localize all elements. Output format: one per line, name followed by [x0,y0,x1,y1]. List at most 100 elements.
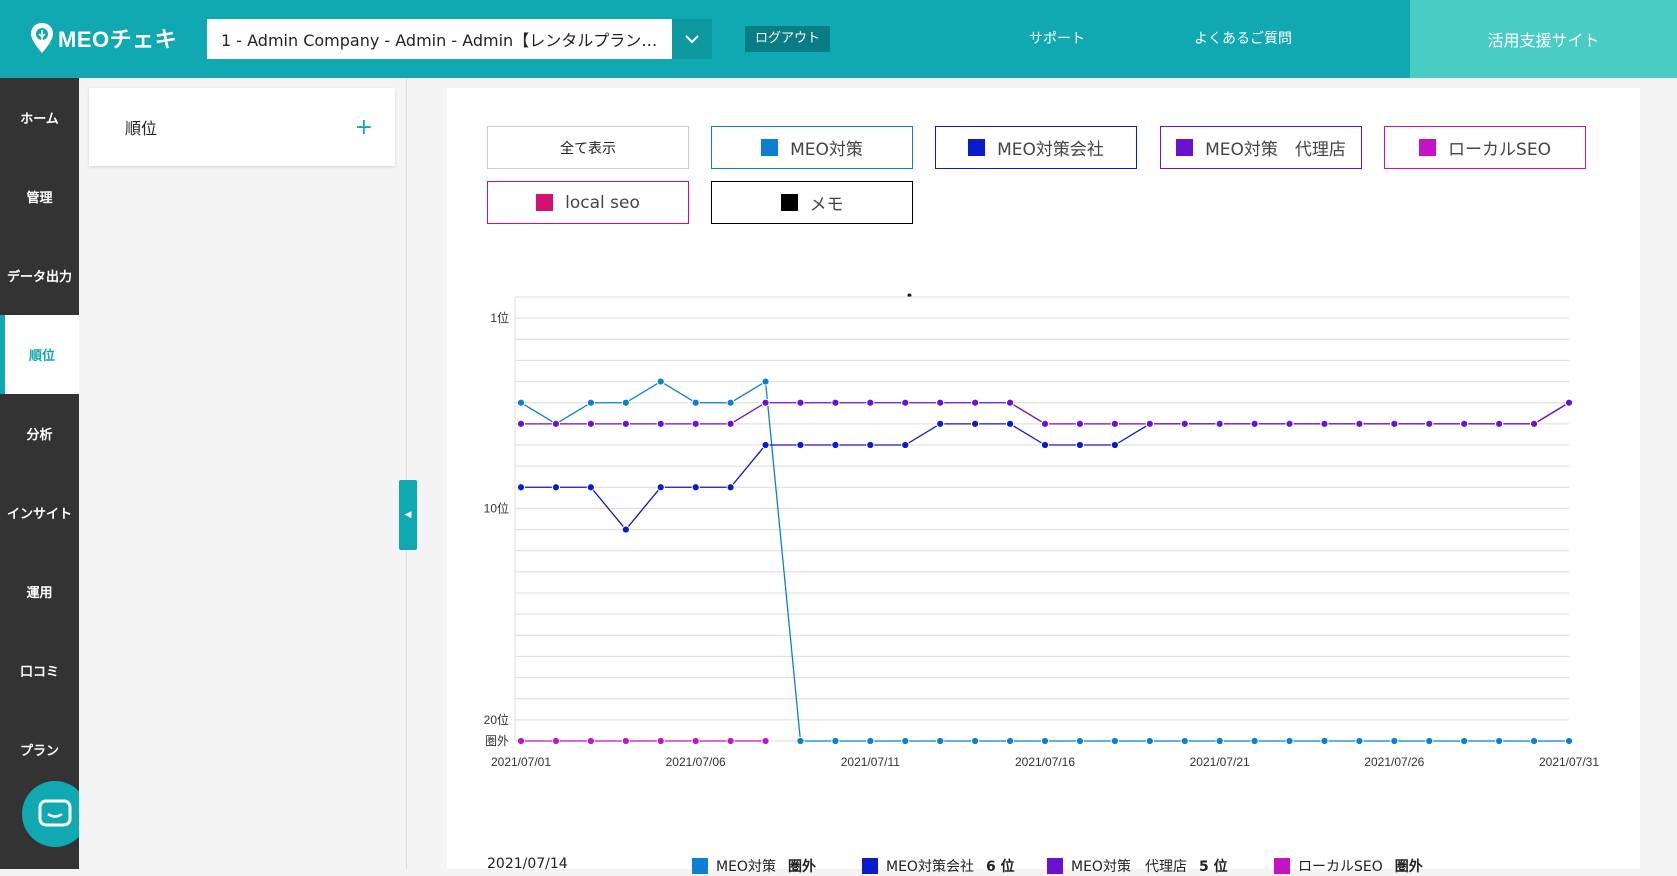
sidebar-item-operation[interactable]: 運用 [26,586,53,601]
data-point-0 [656,377,665,386]
main-content: 全て表示 MEO対策 MEO対策会社 MEO対策 代理店 ローカルSEO local se… [447,88,1640,875]
support-site-link[interactable]: 活用支援サイト [1410,0,1677,78]
data-point-1 [936,419,945,428]
data-point-0 [796,736,805,746]
sidebar-item-home[interactable]: ホーム [20,112,59,127]
data-point-0 [726,398,735,407]
filter-button-1[interactable]: MEO対策 [711,126,913,169]
filter-label: MEO対策会社 [997,140,1104,160]
chevron-down-icon[interactable] [672,19,712,59]
sidebar-item-plan[interactable]: プラン [19,744,59,759]
ranking-group-card[interactable]: 順位 + [89,88,395,166]
sidebar-item-manage[interactable]: 管理 [26,191,53,206]
data-point-1 [796,440,805,450]
data-point-2 [1390,419,1399,428]
sidebar-item-reviews[interactable]: 口コミ [19,665,59,680]
data-point-2 [971,398,980,407]
sidebar-item-analysis[interactable]: 分析 [26,428,53,443]
data-point-1 [586,483,595,492]
data-point-1 [971,419,980,428]
data-point-1 [516,483,526,492]
data-point-0 [1529,736,1539,746]
data-point-0 [516,398,526,407]
chart-stray-mark: • [907,287,912,303]
faq-link[interactable]: よくあるご質問 [1194,31,1292,47]
data-point-1 [761,440,770,450]
data-point-2 [1355,419,1364,428]
summary-date: 2021/07/14 [487,856,568,872]
data-point-2 [1250,419,1259,428]
filter-button-4[interactable]: ローカルSEO [1384,126,1586,169]
summary-rank-value: 圏外 [1394,859,1423,875]
summary-series-name: ローカルSEO [1298,859,1383,875]
filter-button-0[interactable]: 全て表示 [487,126,689,169]
filter-button-2[interactable]: MEO対策会社 [935,126,1137,169]
data-point-0 [936,736,945,746]
data-point-3 [761,736,770,746]
data-point-3 [691,736,700,746]
filter-button-5[interactable]: local seo [487,181,689,224]
legend-swatch [780,194,798,211]
x-tick-label: 2021/07/21 [1190,755,1250,769]
data-point-0 [691,398,700,407]
data-point-3 [726,736,735,746]
data-point-0 [831,736,840,746]
data-point-0 [1564,736,1574,746]
data-point-2 [621,419,630,428]
data-point-2 [1564,398,1574,407]
data-point-2 [1005,398,1015,407]
filter-label: ローカルSEO [1448,140,1551,160]
data-point-1 [656,483,665,492]
data-point-0 [866,736,875,746]
x-tick-label: 2021/07/16 [1015,755,1075,769]
data-point-2 [1145,419,1154,428]
filter-label: 全て表示 [560,140,616,157]
collapse-panel-handle[interactable]: ◀ [399,480,417,550]
logo-text: MEOチェキ [58,27,178,52]
data-point-0 [1285,736,1294,746]
add-icon[interactable]: + [354,114,373,140]
top-header: MEOチェキ 1 - Admin Company - Admin - Admin… [0,0,1677,78]
data-point-0 [1075,736,1085,746]
summary-series-name: MEO対策 代理店 [1071,859,1187,875]
legend-swatch [1047,858,1063,874]
data-point-2 [1215,419,1224,428]
app-logo[interactable]: MEOチェキ [30,22,177,54]
data-point-0 [971,736,980,746]
support-link[interactable]: サポート [1029,31,1085,47]
legend-swatch [1419,139,1437,156]
data-point-1 [621,525,630,534]
data-point-0 [1495,736,1504,746]
data-point-2 [1040,419,1050,428]
filter-label: メモ [809,195,844,215]
legend-swatch [1176,139,1194,156]
data-point-1 [1110,440,1119,450]
data-point-2 [936,398,945,407]
legend-swatch [536,194,554,211]
series-line-0 [520,380,1569,742]
summary-series-name: MEO対策会社 [886,859,974,875]
chat-launcher-button[interactable] [22,781,88,847]
logout-button[interactable]: ログアウト [745,26,831,52]
legend-swatch [761,139,779,156]
data-point-1 [1075,440,1085,450]
data-point-0 [1110,736,1119,746]
data-point-1 [1040,440,1050,450]
company-select[interactable]: 1 - Admin Company - Admin - Admin【レンタルプラ… [207,19,712,59]
selected-date-summary: 2021/07/14 MEO対策 圏外 MEO対策会社 6 位 MEO対策 代理店 5 位… [487,856,1637,876]
data-point-0 [1005,736,1015,746]
sidebar-item-data-export[interactable]: データ出力 [6,270,72,285]
filter-button-6[interactable]: メモ [711,181,913,224]
data-point-0 [1250,736,1259,746]
data-point-2 [796,398,805,407]
summary-rank-value: 5 位 [1198,859,1228,875]
sidebar-item-ranking[interactable]: 順位 [0,315,79,394]
filter-label: MEO対策 代理店 [1205,140,1346,160]
filter-button-3[interactable]: MEO対策 代理店 [1160,126,1362,169]
x-tick-label: 2021/07/01 [491,755,551,769]
data-point-2 [761,398,770,407]
data-point-0 [1390,736,1399,746]
sidebar-item-insight[interactable]: インサイト [6,507,72,522]
data-point-2 [831,398,840,407]
